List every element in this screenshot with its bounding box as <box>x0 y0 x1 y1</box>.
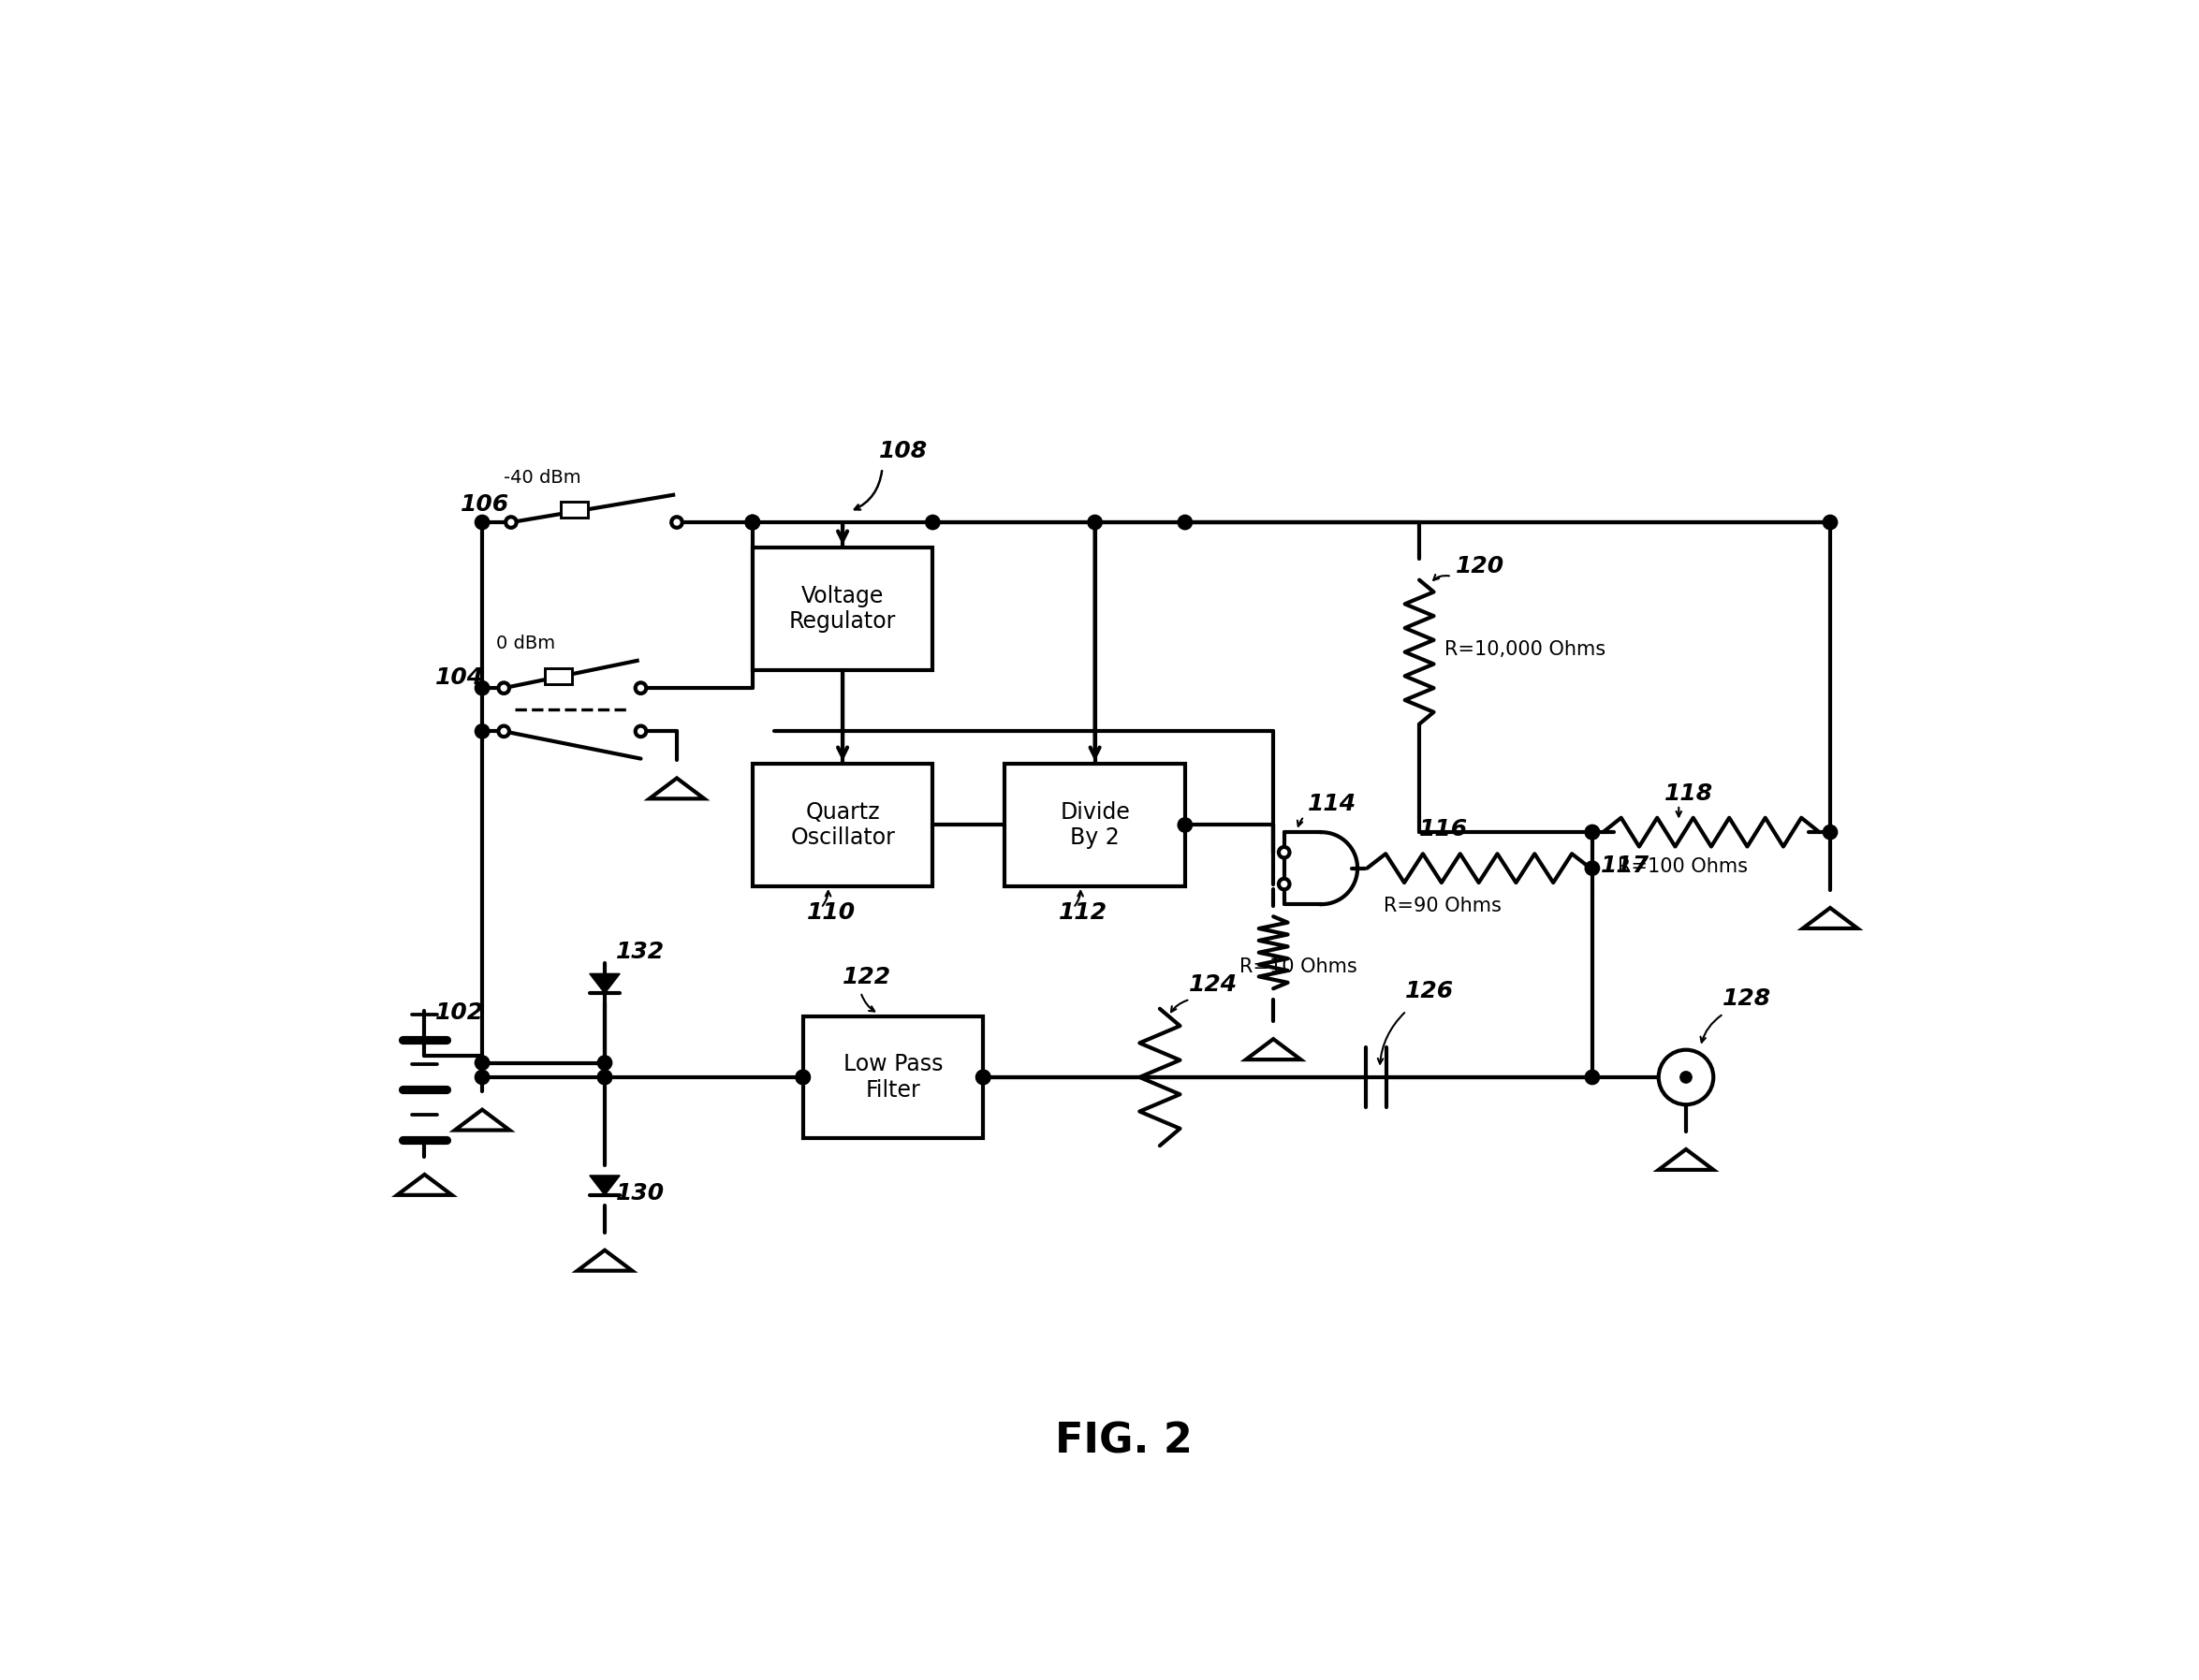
Circle shape <box>745 516 759 529</box>
Circle shape <box>745 516 759 529</box>
Circle shape <box>1585 825 1599 840</box>
Text: 110: 110 <box>807 900 855 924</box>
Text: 102: 102 <box>435 1001 484 1025</box>
Polygon shape <box>589 1176 620 1194</box>
Circle shape <box>1280 879 1289 889</box>
Circle shape <box>475 1070 490 1084</box>
FancyBboxPatch shape <box>561 502 587 517</box>
Circle shape <box>976 1070 990 1084</box>
Text: R=90 Ohms: R=90 Ohms <box>1383 897 1502 916</box>
Text: 112: 112 <box>1060 900 1108 924</box>
Circle shape <box>475 680 490 696</box>
Circle shape <box>796 1070 809 1084</box>
FancyBboxPatch shape <box>803 1016 983 1139</box>
Text: Voltage
Regulator: Voltage Regulator <box>789 585 897 633</box>
Text: 106: 106 <box>460 494 510 516</box>
Text: 104: 104 <box>435 667 484 689</box>
FancyBboxPatch shape <box>545 669 572 684</box>
Circle shape <box>506 517 517 528</box>
Text: Quartz
Oscillator: Quartz Oscillator <box>789 801 895 848</box>
Polygon shape <box>589 974 620 993</box>
Text: 0 dBm: 0 dBm <box>497 635 556 652</box>
Circle shape <box>475 1055 490 1070</box>
Circle shape <box>598 1070 611 1084</box>
Text: 117: 117 <box>1601 853 1649 877</box>
Text: 128: 128 <box>1722 988 1770 1010</box>
Circle shape <box>1823 825 1838 840</box>
Circle shape <box>499 726 510 738</box>
Circle shape <box>796 1070 809 1084</box>
Circle shape <box>926 516 939 529</box>
Circle shape <box>1280 847 1289 858</box>
Circle shape <box>598 1070 611 1084</box>
Circle shape <box>499 682 510 694</box>
Text: -40 dBm: -40 dBm <box>504 469 581 487</box>
Text: 108: 108 <box>880 440 928 462</box>
Text: 122: 122 <box>842 966 891 988</box>
FancyBboxPatch shape <box>1005 764 1185 887</box>
Circle shape <box>475 516 490 529</box>
Circle shape <box>745 516 759 529</box>
Circle shape <box>598 1055 611 1070</box>
Text: 126: 126 <box>1405 979 1454 1003</box>
Circle shape <box>1089 516 1102 529</box>
Circle shape <box>636 726 647 738</box>
Circle shape <box>1658 1050 1713 1104</box>
Text: 114: 114 <box>1308 793 1357 815</box>
Text: Divide
By 2: Divide By 2 <box>1060 801 1130 848</box>
Text: R=100 Ohms: R=100 Ohms <box>1618 857 1748 875</box>
Text: 118: 118 <box>1665 781 1713 805</box>
Circle shape <box>1585 1070 1599 1084</box>
Circle shape <box>1680 1072 1691 1084</box>
Text: R=10 Ohms: R=10 Ohms <box>1238 958 1357 976</box>
Circle shape <box>671 517 682 528</box>
Circle shape <box>1179 516 1192 529</box>
Text: 132: 132 <box>616 941 664 963</box>
Circle shape <box>1823 516 1838 529</box>
Circle shape <box>1585 825 1599 840</box>
Text: 124: 124 <box>1190 973 1238 996</box>
Text: Low Pass
Filter: Low Pass Filter <box>842 1053 943 1102</box>
Text: 120: 120 <box>1456 554 1504 578</box>
FancyBboxPatch shape <box>752 548 932 670</box>
Circle shape <box>636 682 647 694</box>
FancyBboxPatch shape <box>752 764 932 887</box>
Text: FIG. 2: FIG. 2 <box>1056 1421 1192 1462</box>
Circle shape <box>475 724 490 739</box>
Circle shape <box>976 1070 990 1084</box>
Text: 130: 130 <box>616 1183 664 1205</box>
Circle shape <box>1179 818 1192 832</box>
Circle shape <box>1585 862 1599 875</box>
Text: R=10,000 Ohms: R=10,000 Ohms <box>1445 640 1605 659</box>
Text: 116: 116 <box>1418 818 1469 840</box>
